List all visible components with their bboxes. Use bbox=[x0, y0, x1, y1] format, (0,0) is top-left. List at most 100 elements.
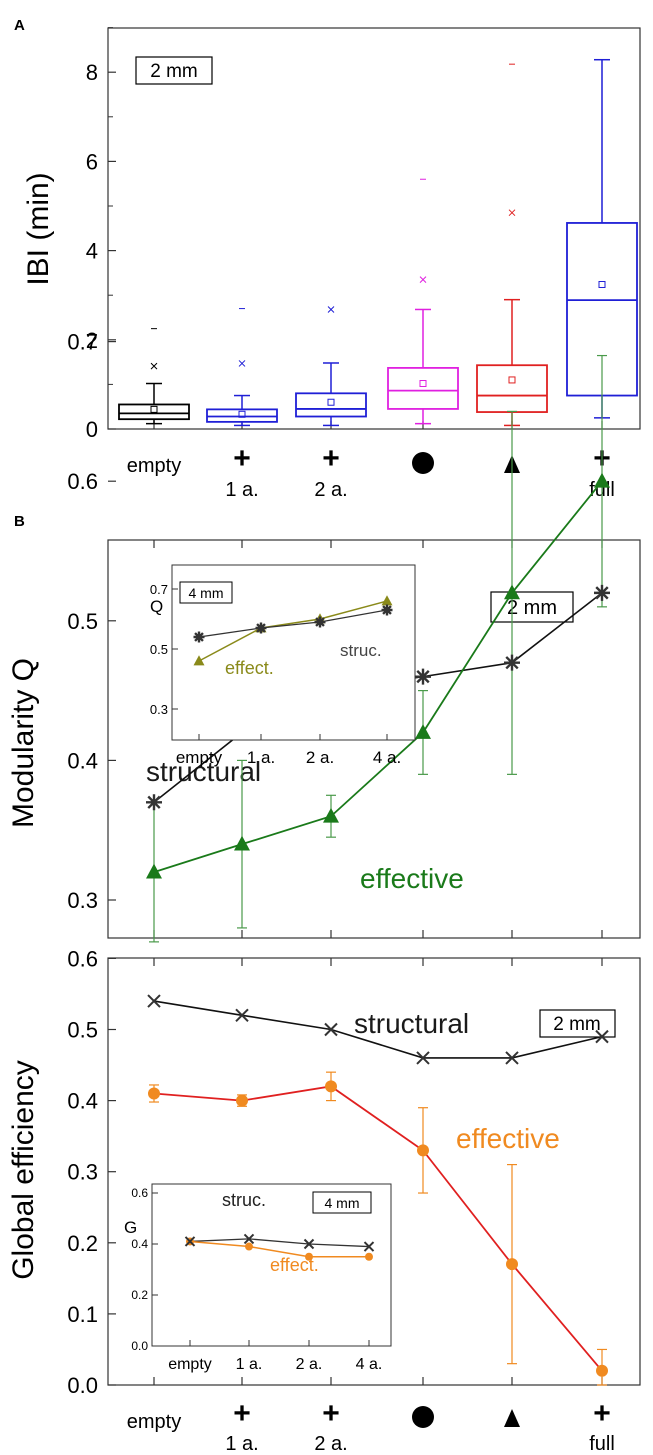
b-structural-point bbox=[504, 654, 520, 671]
panel-c-inset-note-box bbox=[312, 1191, 372, 1214]
b-ytick-label: 0.6 bbox=[67, 469, 98, 494]
c-inset-structural-point bbox=[243, 1233, 255, 1245]
b-structural-point bbox=[594, 584, 610, 601]
c-inset-xtick-label: 1 a. bbox=[236, 1356, 263, 1373]
a-box bbox=[387, 366, 459, 410]
c-inset-ytick-label: 0.2 bbox=[131, 1288, 148, 1302]
a-mean-marker bbox=[327, 398, 335, 406]
c-structural-point bbox=[595, 1029, 609, 1044]
panel-a-note-box bbox=[135, 56, 213, 85]
b-structural-point bbox=[146, 794, 162, 811]
panel-c-inset-effective-label: effect. bbox=[270, 1255, 319, 1275]
b-inset-structural-point bbox=[255, 622, 267, 634]
a-ytick-label: 4 bbox=[86, 239, 98, 264]
c-inset-ytick-label: 0.6 bbox=[131, 1186, 148, 1200]
c-effective-line bbox=[153, 1085, 603, 1372]
c-ytick-label: 0.3 bbox=[67, 1160, 98, 1185]
a-outlier-cross bbox=[327, 306, 335, 313]
c-structural-line bbox=[153, 1000, 603, 1059]
a-outlier-cross bbox=[150, 362, 158, 370]
c-inset-xtick-label: empty bbox=[168, 1356, 212, 1373]
panel-b-inset-ylabel: Q bbox=[150, 597, 163, 616]
panel-b-label: B bbox=[14, 513, 25, 530]
panel-b-ylabel: Modularity Q bbox=[7, 658, 40, 828]
b-ytick-label: 0.7 bbox=[67, 330, 98, 355]
panel-b-note: 2 mm bbox=[507, 597, 557, 619]
b-structural-point bbox=[415, 668, 431, 685]
b-effective-point bbox=[146, 863, 162, 879]
c-inset-effective-point bbox=[245, 1242, 253, 1251]
a-box bbox=[476, 364, 548, 413]
c-inset-structural-point bbox=[363, 1241, 375, 1252]
a-ytick-label: 0 bbox=[86, 417, 98, 442]
panel-a-label: A bbox=[14, 17, 25, 34]
panel-c-structural-label: structural bbox=[354, 1008, 469, 1039]
panel-c-effective-label: effective bbox=[456, 1123, 560, 1154]
a-ytick-label: 2 bbox=[86, 328, 98, 353]
c-effective-point bbox=[596, 1364, 608, 1377]
c-inset-effective-line bbox=[189, 1240, 369, 1258]
a-box bbox=[118, 403, 190, 421]
panel-c-inset-ylabel: G bbox=[124, 1218, 137, 1237]
c-ytick-label: 0.4 bbox=[67, 1089, 98, 1114]
a-mean-marker bbox=[419, 380, 427, 388]
c-xcat-label: empty bbox=[127, 1411, 181, 1433]
a-xcat-circle-symbol bbox=[412, 452, 434, 474]
a-outlier-cross bbox=[238, 360, 246, 367]
a-ytick-label: 6 bbox=[86, 149, 98, 174]
c-xcat-circle-symbol bbox=[412, 1406, 434, 1428]
c-structural-point bbox=[147, 994, 161, 1008]
b-inset-structural-point bbox=[193, 631, 205, 643]
b-inset-xtick-label: 1 a. bbox=[247, 748, 275, 767]
b-inset-structural-line bbox=[198, 609, 388, 638]
b-inset-effective-point bbox=[381, 595, 393, 606]
c-effective-point bbox=[325, 1080, 337, 1093]
c-effective-point bbox=[148, 1087, 160, 1100]
b-ytick-label: 0.4 bbox=[67, 748, 98, 773]
c-structural-point bbox=[416, 1051, 430, 1065]
b-effective-point bbox=[594, 472, 610, 488]
panel-c-inset-structural-label: struc. bbox=[222, 1190, 266, 1210]
panel-c-note-box bbox=[539, 1009, 616, 1038]
a-mean-marker bbox=[598, 280, 606, 288]
panel-b-inset-effective-label: effect. bbox=[225, 658, 274, 678]
b-effective-point bbox=[504, 584, 520, 600]
a-xcat-symbol: + bbox=[322, 442, 340, 475]
c-inset-structural-point bbox=[303, 1238, 315, 1250]
a-ytick-label: 8 bbox=[86, 60, 98, 85]
c-xcat-symbol: + bbox=[233, 1397, 251, 1430]
c-xcat-sublabel: 1 a. bbox=[225, 1433, 258, 1455]
c-xcat-sublabel: full bbox=[589, 1433, 615, 1455]
panel-b-inset-note: 4 mm bbox=[189, 585, 224, 601]
c-ytick-label: 0.2 bbox=[67, 1231, 98, 1256]
c-effective-point bbox=[506, 1258, 518, 1271]
a-box bbox=[295, 392, 367, 418]
c-inset-effective-point bbox=[365, 1252, 373, 1261]
b-inset-ytick-label: 0.5 bbox=[150, 642, 168, 657]
b-ytick-label: 0.3 bbox=[67, 888, 98, 913]
c-inset-xtick-label: 2 a. bbox=[296, 1356, 323, 1373]
panel-c-note: 2 mm bbox=[553, 1014, 601, 1035]
a-xcat-symbol: + bbox=[233, 442, 251, 475]
b-inset-xtick-label: empty bbox=[176, 748, 223, 767]
a-mean-marker bbox=[150, 405, 158, 413]
c-inset-ytick-label: 0.4 bbox=[131, 1237, 148, 1251]
a-xcat-sublabel: 1 a. bbox=[225, 479, 258, 501]
panel-a-ylabel: IBI (min) bbox=[22, 172, 55, 285]
a-outlier-cross bbox=[508, 209, 516, 217]
c-effective-point bbox=[417, 1144, 429, 1157]
b-inset-structural-point bbox=[314, 616, 326, 628]
b-effective-point bbox=[415, 724, 431, 739]
a-outlier-cross bbox=[419, 276, 427, 283]
b-inset-structural-point bbox=[381, 604, 393, 616]
panel-a-note: 2 mm bbox=[150, 61, 198, 82]
c-inset-structural-line bbox=[189, 1238, 370, 1248]
c-ytick-label: 0.5 bbox=[67, 1018, 98, 1043]
b-ytick-label: 0.5 bbox=[67, 609, 98, 634]
b-effective-point bbox=[323, 807, 339, 823]
b-inset-xtick-label: 2 a. bbox=[306, 748, 334, 767]
c-inset-ytick-label: 0.0 bbox=[131, 1339, 148, 1353]
c-xcat-triangle-symbol bbox=[504, 1409, 520, 1427]
b-inset-ytick-label: 0.7 bbox=[150, 582, 168, 597]
